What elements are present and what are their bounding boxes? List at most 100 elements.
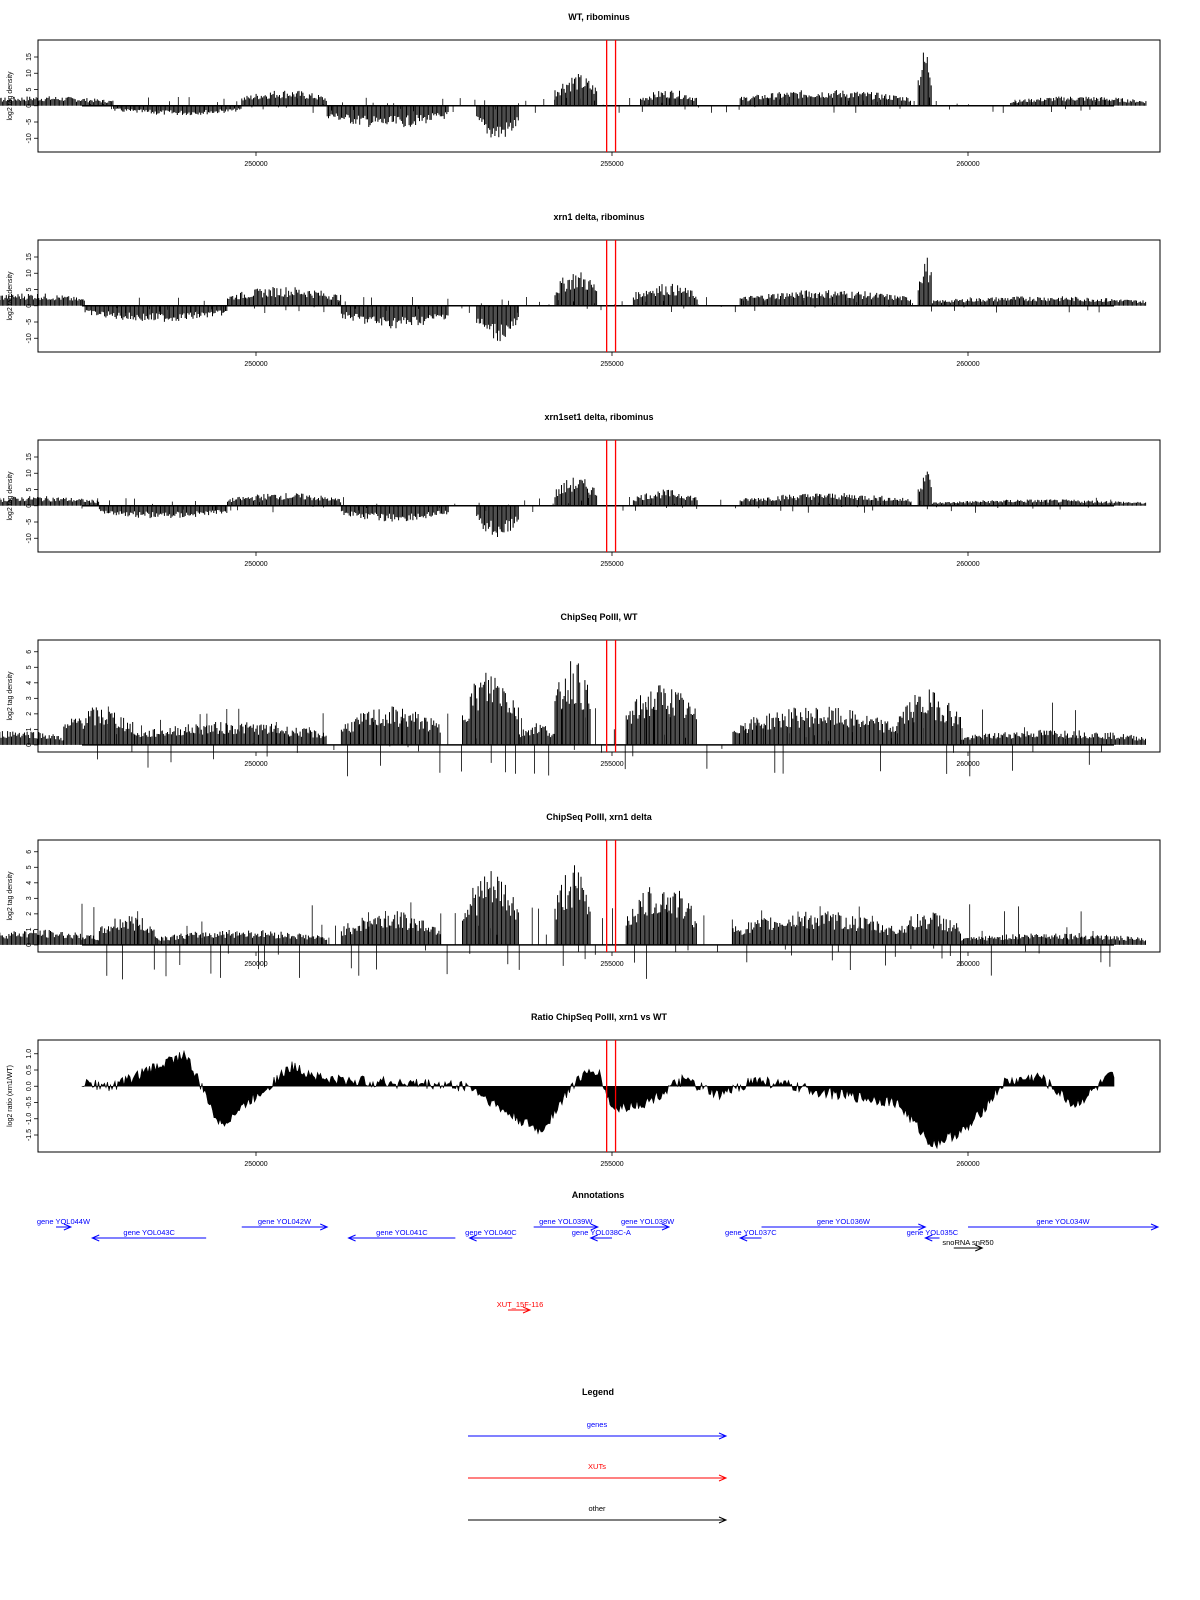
plot-frame — [37, 439, 1161, 553]
gene-label: gene YOL038W — [621, 1217, 675, 1226]
x-tick-label: 255000 — [600, 1161, 623, 1168]
arrow-head — [589, 1234, 598, 1242]
other-arrow — [953, 1244, 984, 1252]
y-tick-label: 2 — [26, 912, 33, 916]
x-tick-label: 255000 — [600, 961, 623, 968]
y-axis-label: log2 tag density — [7, 871, 14, 921]
gene-label: gene YOL043C — [123, 1228, 175, 1237]
plot-frame — [37, 1039, 1161, 1153]
x-tick-label: 260000 — [956, 1161, 979, 1168]
arrow-head — [1150, 1223, 1160, 1231]
other-label: snoRNA snR50 — [942, 1238, 993, 1247]
x-tick-label: 250000 — [244, 361, 267, 368]
chart-panel-6: Ratio ChipSeq PolII, xrn1 vs WT -1.5 -1.0 -… — [7, 1012, 1161, 1168]
arrow-head — [63, 1223, 73, 1231]
y-tick-label: 6 — [26, 650, 33, 654]
data-marks — [0, 471, 1147, 537]
x-tick-label: 250000 — [244, 1161, 267, 1168]
y-tick-label: -10 — [26, 533, 33, 543]
panel-title: ChipSeq PolII, xrn1 delta — [546, 812, 653, 822]
gene-label: gene YOL034W — [1036, 1217, 1090, 1226]
arrow-head — [718, 1474, 728, 1482]
y-axis-label: log2 tag density — [7, 71, 14, 121]
data-marks — [0, 52, 1147, 138]
y-axis-label: log2 ratio (xrn1/WT) — [7, 1065, 14, 1127]
gene-arrow — [347, 1234, 456, 1242]
gene-label: gene YOL041C — [376, 1228, 428, 1237]
gene-arrow — [626, 1223, 671, 1231]
x-tick-label: 255000 — [600, 161, 623, 168]
y-tick-label: 5 — [26, 665, 33, 669]
gene-label: gene YOL037C — [725, 1228, 777, 1237]
x-tick-label: 250000 — [244, 561, 267, 568]
x-tick-label: 255000 — [600, 561, 623, 568]
y-tick-label: -5 — [26, 119, 33, 125]
x-tick-label: 260000 — [956, 161, 979, 168]
x-tick-label: 255000 — [600, 361, 623, 368]
arrow-head — [590, 1223, 600, 1231]
legend-label: genes — [587, 1420, 608, 1429]
panel-title: ChipSeq PolII, WT — [561, 612, 638, 622]
data-marks — [0, 661, 1146, 777]
arrow-head — [924, 1234, 933, 1242]
y-tick-label: 10 — [26, 269, 33, 277]
y-tick-label: 3 — [26, 896, 33, 900]
chart-panel-3: xrn1set1 delta, ribominus-10-5051015log2… — [0, 412, 1161, 568]
y-tick-label: 4 — [26, 881, 33, 885]
x-tick-label: 255000 — [600, 761, 623, 768]
y-tick-label: 0.5 — [26, 1065, 33, 1075]
arrow-head — [90, 1234, 100, 1242]
arrow-head — [661, 1223, 671, 1231]
y-tick-label: -1.5 — [26, 1129, 33, 1141]
xut-arrow — [508, 1306, 532, 1314]
gene-arrow — [761, 1223, 927, 1231]
y-tick-label: 5 — [26, 87, 33, 91]
legend-label: XUTs — [588, 1462, 606, 1471]
gene-arrow — [924, 1234, 940, 1242]
arrow-head — [718, 1516, 728, 1524]
y-tick-label: 1 — [26, 927, 33, 931]
panel-title: Ratio ChipSeq PolII, xrn1 vs WT — [531, 1012, 668, 1022]
plot-frame — [37, 39, 1161, 153]
y-tick-label: 1 — [26, 727, 33, 731]
gene-label: gene YOL040C — [465, 1228, 517, 1237]
arrow-head — [738, 1234, 748, 1242]
y-tick-label: 0.0 — [26, 1081, 33, 1091]
y-tick-label: 4 — [26, 681, 33, 685]
xut-label: XUT_15F-116 — [497, 1300, 544, 1309]
gene-arrow — [589, 1234, 612, 1242]
y-tick-label: -5 — [26, 319, 33, 325]
y-axis-label: log2 tag density — [7, 471, 14, 521]
y-tick-label: 5 — [26, 865, 33, 869]
gene-label: gene YOL039W — [539, 1217, 593, 1226]
arrow-head — [320, 1223, 329, 1231]
legend-label: other — [588, 1504, 606, 1513]
y-tick-label: -1.0 — [26, 1113, 33, 1125]
arrow-head — [718, 1432, 728, 1440]
arrow-head — [468, 1234, 477, 1242]
legend-arrow — [468, 1432, 728, 1440]
y-tick-label: 1.0 — [26, 1049, 33, 1059]
panel-title: WT, ribominus — [568, 12, 630, 22]
y-tick-label: 15 — [26, 453, 33, 461]
y-tick-label: -0.5 — [26, 1096, 33, 1108]
chart-panel-5: ChipSeq PolII, xrn1 delta0123456log2 tag… — [0, 812, 1161, 980]
gene-label: gene YOL036W — [817, 1217, 871, 1226]
gene-label: gene YOL044W — [37, 1217, 91, 1226]
arrow-head — [975, 1244, 984, 1252]
y-axis-label: log2 tag density — [7, 271, 14, 321]
gene-arrow — [968, 1223, 1160, 1231]
gene-label: gene YOL038C-A — [572, 1228, 631, 1237]
gene-arrow — [90, 1234, 207, 1242]
chart-panel-4: ChipSeq PolII, WT0123456log2 tag density… — [0, 612, 1161, 777]
x-tick-label: 260000 — [956, 761, 979, 768]
x-tick-label: 260000 — [956, 561, 979, 568]
gene-arrow — [533, 1223, 600, 1231]
plot-frame — [37, 239, 1161, 353]
data-marks — [81, 1049, 1115, 1150]
gene-arrow — [738, 1234, 762, 1242]
legend-arrow — [468, 1516, 728, 1524]
plot-frame — [37, 639, 1161, 753]
x-tick-label: 250000 — [244, 161, 267, 168]
y-tick-label: -5 — [26, 519, 33, 525]
